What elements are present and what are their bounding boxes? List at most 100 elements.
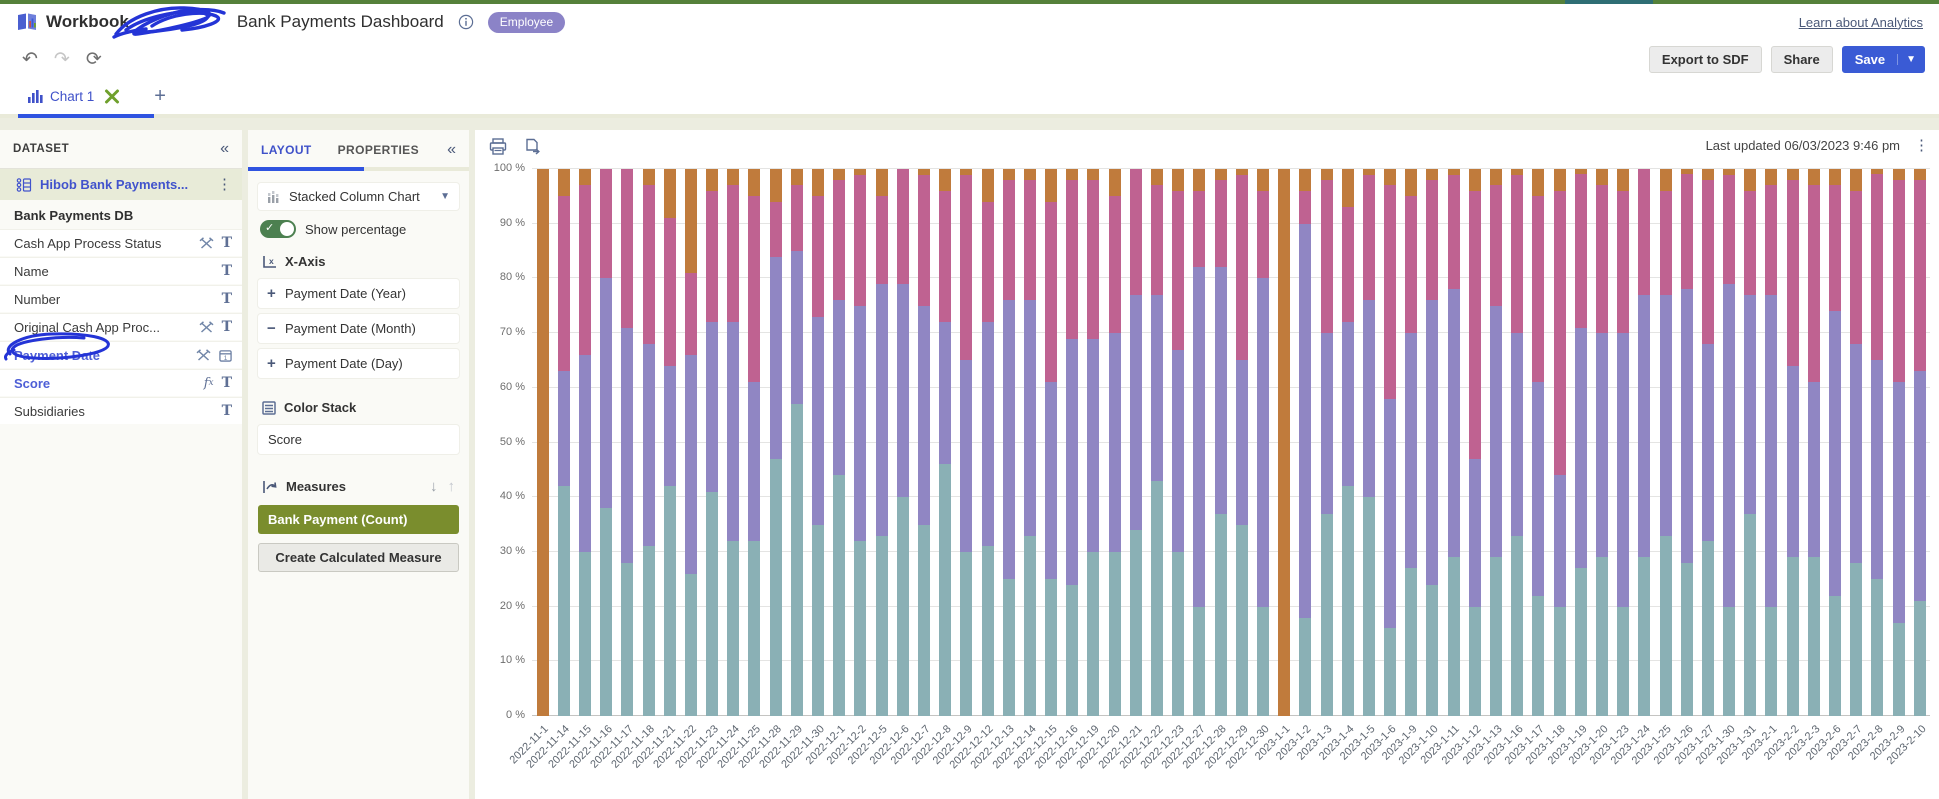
bar-2022-12-22[interactable] — [1146, 169, 1167, 716]
refresh-icon[interactable]: ⟳ — [85, 48, 102, 70]
bar-2023-2-10[interactable] — [1909, 169, 1930, 716]
bar-2023-1-10[interactable] — [1422, 169, 1443, 716]
bar-2023-2-2[interactable] — [1782, 169, 1803, 716]
print-icon[interactable] — [489, 138, 507, 156]
x-axis-field-pill[interactable]: + Payment Date (Day) — [258, 349, 459, 378]
bar-2022-12-13[interactable] — [998, 169, 1019, 716]
dataset-field-original-cash-app-proc-[interactable]: Original Cash App Proc... T — [0, 313, 242, 340]
bar-2023-1-11[interactable] — [1443, 169, 1464, 716]
bar-2022-11-30[interactable] — [807, 169, 828, 716]
x-axis-field-pill[interactable]: + Payment Date (Year) — [258, 279, 459, 308]
dataset-kebab-menu-icon[interactable]: ⋮ — [217, 175, 232, 193]
create-calculated-measure-button[interactable]: Create Calculated Measure — [258, 543, 459, 572]
export-to-sdf-button[interactable]: Export to SDF — [1648, 45, 1762, 73]
dataset-field-payment-date[interactable]: Payment Date 1 — [0, 341, 242, 368]
bar-2023-1-6[interactable] — [1380, 169, 1401, 716]
dataset-field-number[interactable]: Number T — [0, 285, 242, 312]
x-axis-field-pill[interactable]: − Payment Date (Month) — [258, 314, 459, 343]
bar-2023-1-19[interactable] — [1570, 169, 1591, 716]
bar-2022-11-29[interactable] — [786, 169, 807, 716]
bar-2023-1-26[interactable] — [1676, 169, 1697, 716]
bar-2022-11-14[interactable] — [553, 169, 574, 716]
collapse-dataset-panel-icon[interactable]: « — [220, 140, 229, 157]
bar-2022-11-25[interactable] — [744, 169, 765, 716]
bar-2023-1-25[interactable] — [1655, 169, 1676, 716]
tab-close-x-mark[interactable] — [104, 89, 120, 104]
dataset-source-row[interactable]: Hibob Bank Payments... ⋮ — [0, 169, 242, 200]
bar-2023-2-7[interactable] — [1846, 169, 1867, 716]
tab-chart-1[interactable]: Chart 1 — [28, 89, 94, 104]
bar-2022-12-6[interactable] — [892, 169, 913, 716]
share-button[interactable]: Share — [1770, 45, 1833, 73]
bar-2023-1-12[interactable] — [1464, 169, 1485, 716]
bar-2022-12-21[interactable] — [1125, 169, 1146, 716]
bar-2023-1-31[interactable] — [1740, 169, 1761, 716]
bar-2023-2-9[interactable] — [1888, 169, 1909, 716]
chart-kebab-menu-icon[interactable]: ⋮ — [1914, 136, 1929, 154]
export-page-icon[interactable] — [524, 138, 541, 156]
bar-2023-1-24[interactable] — [1634, 169, 1655, 716]
bar-2022-11-28[interactable] — [765, 169, 786, 716]
dataset-field-cash-app-process-status[interactable]: Cash App Process Status T — [0, 229, 242, 256]
tab-layout[interactable]: LAYOUT — [261, 143, 312, 157]
collapse-layout-panel-icon[interactable]: « — [447, 141, 456, 158]
bar-2022-12-30[interactable] — [1252, 169, 1273, 716]
expand-plus-icon[interactable]: + — [267, 285, 276, 302]
bar-2023-1-1[interactable] — [1274, 169, 1295, 716]
collapse-minus-icon[interactable]: − — [267, 320, 276, 337]
bar-2023-1-5[interactable] — [1358, 169, 1379, 716]
bar-2022-12-28[interactable] — [1210, 169, 1231, 716]
bar-2023-1-18[interactable] — [1549, 169, 1570, 716]
bar-2022-12-2[interactable] — [850, 169, 871, 716]
bar-2022-12-1[interactable] — [829, 169, 850, 716]
bar-2023-1-9[interactable] — [1401, 169, 1422, 716]
bar-2022-12-16[interactable] — [1062, 169, 1083, 716]
bar-2023-1-30[interactable] — [1719, 169, 1740, 716]
bar-2022-12-9[interactable] — [956, 169, 977, 716]
save-button[interactable]: Save ▼ — [1841, 45, 1925, 73]
learn-about-analytics-link[interactable]: Learn about Analytics — [1798, 14, 1923, 30]
dataset-field-name[interactable]: Name T — [0, 257, 242, 284]
bar-2022-11-22[interactable] — [680, 169, 701, 716]
bar-2023-2-6[interactable] — [1824, 169, 1845, 716]
bar-2022-12-15[interactable] — [1041, 169, 1062, 716]
bar-2023-2-8[interactable] — [1867, 169, 1888, 716]
add-element-plus-icon[interactable]: + — [154, 84, 166, 107]
measure-bank-payment-count[interactable]: Bank Payment (Count) — [258, 505, 459, 534]
bar-2023-1-17[interactable] — [1528, 169, 1549, 716]
dataset-field-score[interactable]: Score f x T — [0, 369, 242, 396]
bar-2022-12-7[interactable] — [913, 169, 934, 716]
bar-2022-12-5[interactable] — [871, 169, 892, 716]
chart-type-select[interactable]: Stacked Column Chart ▼ — [258, 183, 459, 210]
bar-2022-11-24[interactable] — [723, 169, 744, 716]
bar-2023-1-4[interactable] — [1337, 169, 1358, 716]
bar-2023-1-23[interactable] — [1613, 169, 1634, 716]
bar-2022-12-14[interactable] — [1019, 169, 1040, 716]
bar-2023-1-13[interactable] — [1485, 169, 1506, 716]
bar-2022-11-16[interactable] — [596, 169, 617, 716]
bar-2023-2-3[interactable] — [1803, 169, 1824, 716]
bar-2022-12-12[interactable] — [977, 169, 998, 716]
bar-2022-12-23[interactable] — [1168, 169, 1189, 716]
bar-2023-2-1[interactable] — [1761, 169, 1782, 716]
bar-2022-12-8[interactable] — [935, 169, 956, 716]
color-stack-field-score[interactable]: Score — [258, 425, 459, 454]
tab-properties[interactable]: PROPERTIES — [337, 143, 419, 157]
bar-2022-12-19[interactable] — [1083, 169, 1104, 716]
bar-2022-11-1[interactable] — [532, 169, 553, 716]
bar-2022-12-27[interactable] — [1189, 169, 1210, 716]
bar-2023-1-27[interactable] — [1697, 169, 1718, 716]
bar-2023-1-16[interactable] — [1507, 169, 1528, 716]
undo-icon[interactable]: ↶ — [22, 48, 38, 70]
bar-2022-12-29[interactable] — [1231, 169, 1252, 716]
bar-2022-11-23[interactable] — [702, 169, 723, 716]
bar-2022-11-15[interactable] — [574, 169, 595, 716]
sort-ascending-icon[interactable]: ↑ — [447, 478, 456, 495]
expand-plus-icon[interactable]: + — [267, 355, 276, 372]
bar-2022-11-17[interactable] — [617, 169, 638, 716]
show-percentage-toggle[interactable]: ✓ — [260, 220, 296, 238]
info-icon[interactable] — [458, 14, 474, 30]
bar-2022-11-21[interactable] — [659, 169, 680, 716]
bar-2023-1-20[interactable] — [1591, 169, 1612, 716]
save-dropdown-caret-icon[interactable]: ▼ — [1897, 53, 1924, 65]
